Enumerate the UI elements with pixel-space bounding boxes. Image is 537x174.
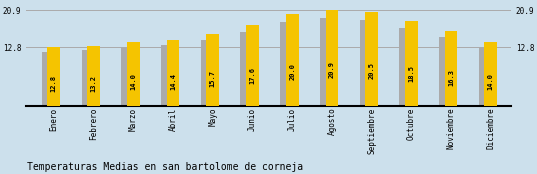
Bar <box>121 47 130 106</box>
Bar <box>280 22 289 106</box>
Bar <box>241 32 249 106</box>
Bar <box>365 12 378 106</box>
Text: 20.5: 20.5 <box>368 62 375 79</box>
Bar <box>82 50 90 106</box>
Bar <box>400 28 408 106</box>
Bar <box>325 10 338 106</box>
Bar <box>439 37 448 106</box>
Bar <box>127 42 140 106</box>
Bar <box>320 18 329 106</box>
Bar <box>87 46 100 106</box>
Text: 14.0: 14.0 <box>488 73 494 90</box>
Bar <box>479 47 488 106</box>
Bar <box>484 42 497 106</box>
Text: 20.9: 20.9 <box>329 61 335 78</box>
Text: 20.0: 20.0 <box>289 63 295 80</box>
Bar <box>42 52 50 106</box>
Bar <box>166 40 179 106</box>
Bar <box>360 19 368 106</box>
Bar <box>286 14 299 106</box>
Text: Temperaturas Medias en san bartolome de corneja: Temperaturas Medias en san bartolome de … <box>27 162 303 172</box>
Bar <box>246 25 259 106</box>
Text: 14.0: 14.0 <box>130 73 136 90</box>
Bar <box>405 21 418 106</box>
Bar <box>445 31 458 106</box>
Bar <box>206 34 219 106</box>
Text: 12.8: 12.8 <box>51 75 57 92</box>
Bar <box>161 45 170 106</box>
Text: 17.6: 17.6 <box>250 67 256 84</box>
Text: 14.4: 14.4 <box>170 73 176 90</box>
Text: 16.3: 16.3 <box>448 69 454 86</box>
Text: 15.7: 15.7 <box>210 70 216 87</box>
Bar <box>47 47 60 106</box>
Bar <box>201 40 209 106</box>
Text: 13.2: 13.2 <box>91 75 97 92</box>
Text: 18.5: 18.5 <box>408 65 415 82</box>
